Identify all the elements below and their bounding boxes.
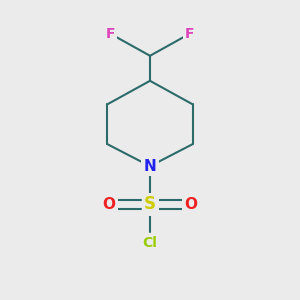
Text: O: O xyxy=(185,197,198,212)
Text: F: F xyxy=(106,27,115,41)
Text: O: O xyxy=(102,197,115,212)
Text: Cl: Cl xyxy=(142,236,158,250)
Text: F: F xyxy=(185,27,194,41)
Text: N: N xyxy=(144,159,156,174)
Text: S: S xyxy=(144,196,156,214)
